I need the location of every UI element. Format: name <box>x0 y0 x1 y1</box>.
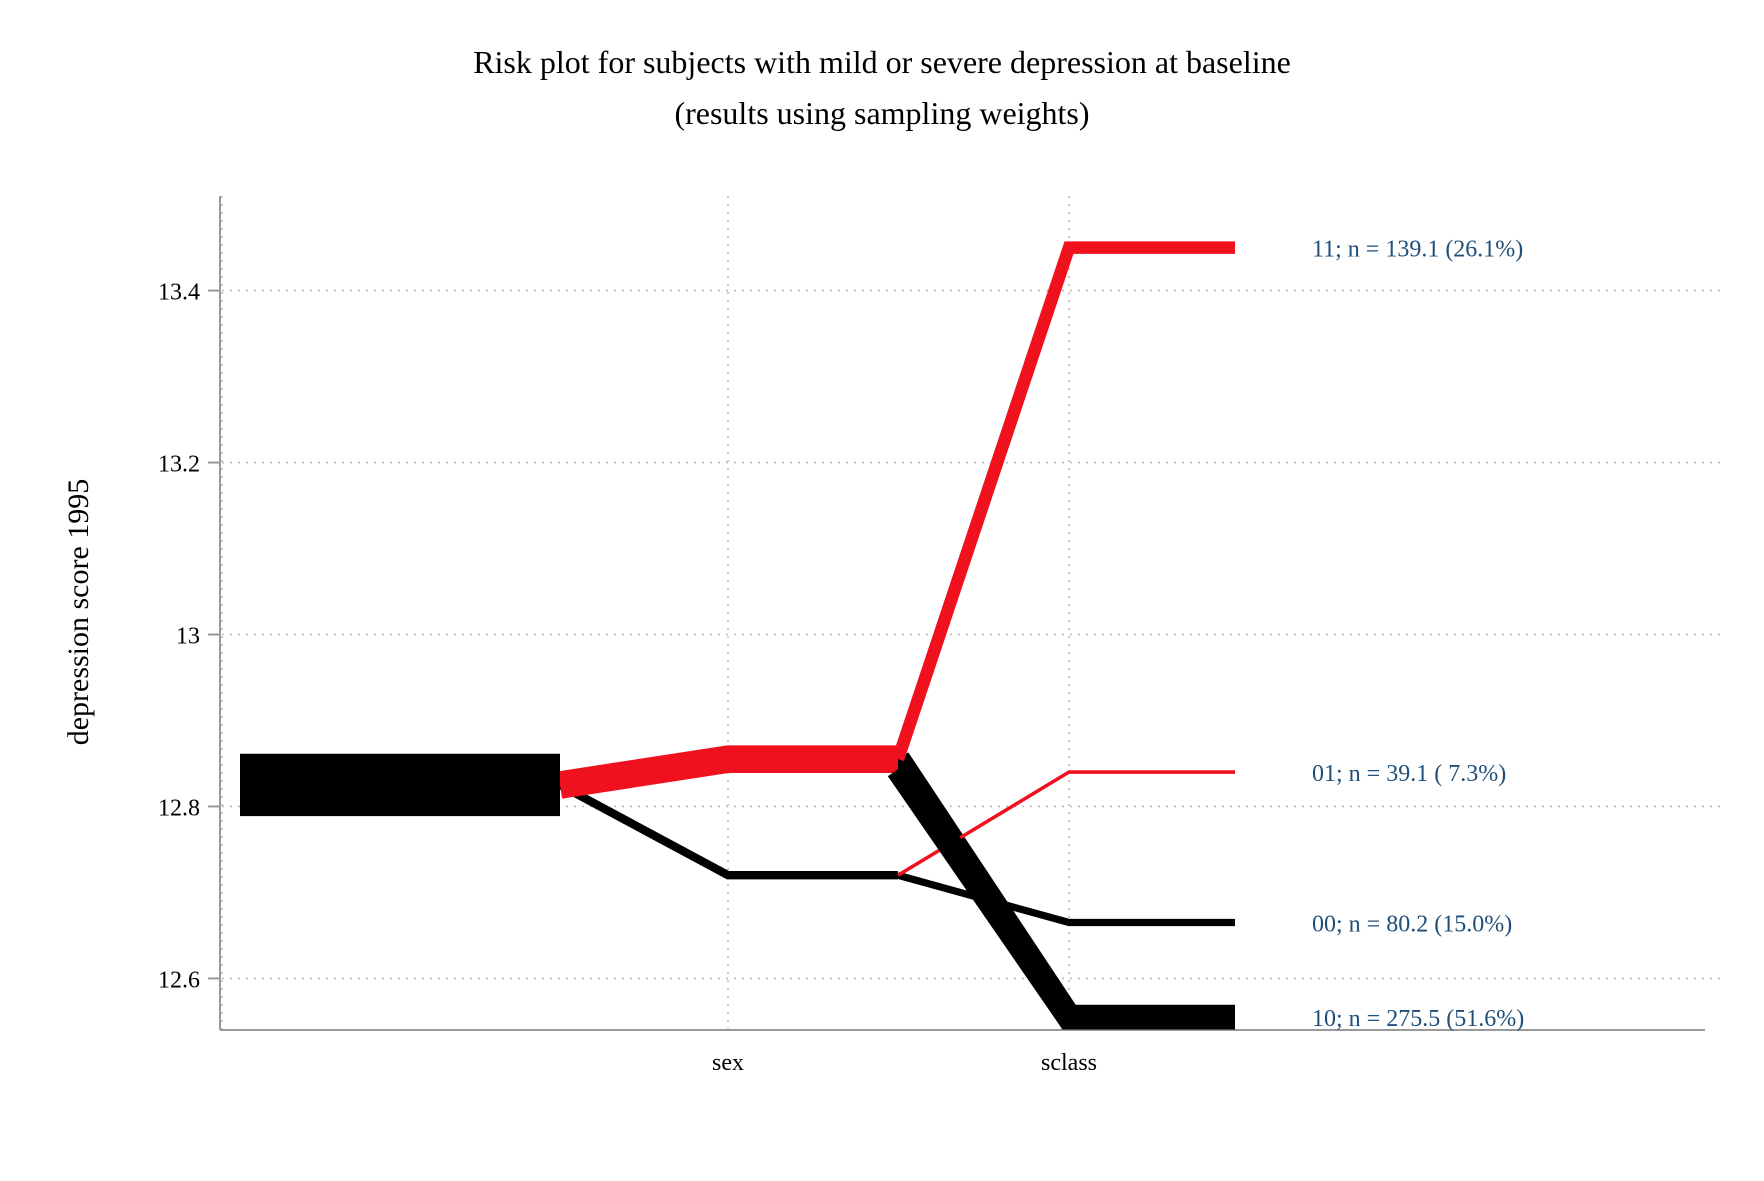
y-tick-label: 13.4 <box>158 280 200 306</box>
branch-line-0 <box>558 781 898 880</box>
series-label-01: 01; n = 39.1 ( 7.3%) <box>1312 761 1506 787</box>
series-line-10-overlay <box>887 762 1080 1025</box>
x-tick-label: sex <box>712 1050 744 1076</box>
grid-lines <box>221 196 1720 1030</box>
branch-line-1 <box>557 745 898 799</box>
series-label-10: 10; n = 275.5 (51.6%) <box>1312 1006 1524 1032</box>
y-tick-label: 12.6 <box>158 967 200 993</box>
y-tick-label: 12.8 <box>158 795 200 821</box>
y-tick-label: 13 <box>176 623 200 649</box>
series-line-00 <box>897 871 1235 927</box>
chart-subtitle: (results using sampling weights) <box>674 95 1090 131</box>
axes: 12.6 12.8 13 13.2 13.4 sex sclass <box>158 196 1705 1076</box>
chart-title: Risk plot for subjects with mild or seve… <box>473 44 1291 80</box>
x-tick-label: sclass <box>1041 1050 1097 1076</box>
y-axis-label: depression score 1995 <box>62 479 95 746</box>
y-tick-label: 13.2 <box>158 452 200 478</box>
risk-flows <box>240 241 1235 1030</box>
series-line-11 <box>892 241 1235 762</box>
series-labels: 11; n = 139.1 (26.1%) 01; n = 39.1 ( 7.3%… <box>1312 237 1524 1033</box>
series-label-11: 11; n = 139.1 (26.1%) <box>1312 237 1523 263</box>
series-label-00: 00; n = 80.2 (15.0%) <box>1312 912 1512 938</box>
